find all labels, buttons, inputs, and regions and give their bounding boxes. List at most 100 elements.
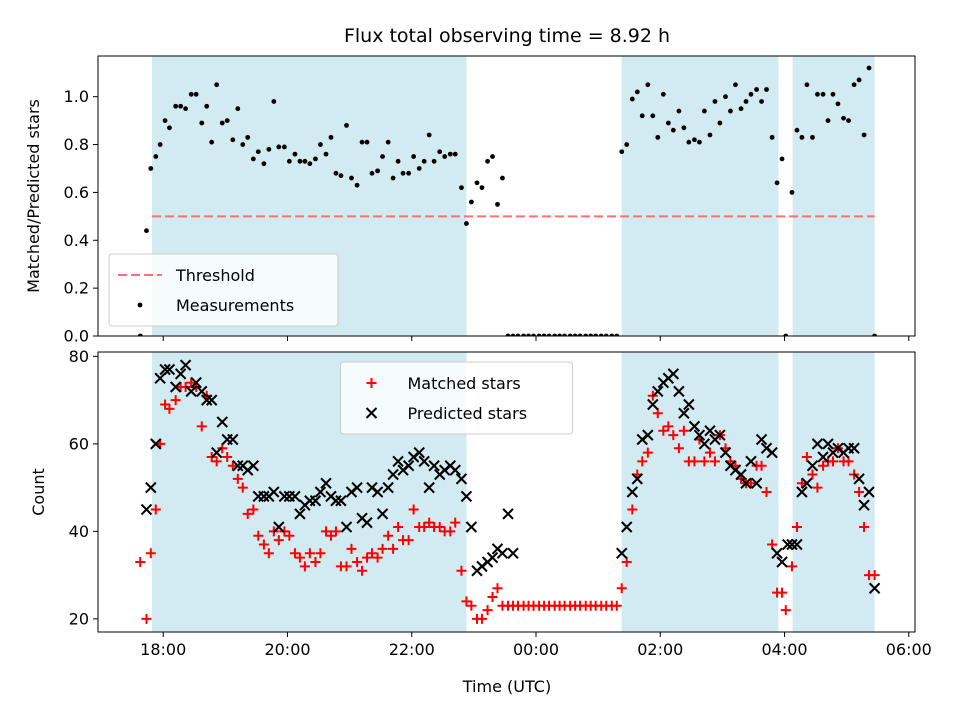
data-point — [419, 522, 430, 532]
data-point — [482, 605, 493, 616]
data-point — [174, 368, 187, 380]
data-point — [609, 333, 615, 336]
data-point — [216, 416, 228, 428]
data-point — [810, 134, 815, 140]
data-point — [302, 158, 308, 164]
data-point — [196, 385, 208, 398]
data-point — [686, 139, 692, 145]
data-point — [786, 561, 797, 572]
data-point — [248, 504, 259, 515]
data-point — [349, 175, 354, 181]
data-point — [861, 132, 867, 138]
data-point — [738, 106, 744, 112]
data-point — [169, 381, 182, 393]
x-tick-label: 20:00 — [264, 640, 310, 659]
data-point — [771, 547, 783, 559]
data-point — [426, 132, 432, 138]
data-point — [789, 190, 795, 195]
data-point — [247, 460, 260, 472]
data-point — [268, 486, 280, 498]
data-point — [144, 228, 149, 234]
data-point — [185, 385, 197, 398]
data-point — [209, 139, 215, 145]
data-point — [335, 495, 347, 507]
data-point — [781, 538, 794, 551]
data-point — [479, 185, 485, 191]
data-point — [756, 460, 767, 471]
data-point — [515, 333, 521, 336]
data-point — [320, 477, 332, 489]
data-point — [863, 486, 875, 498]
data-point — [603, 333, 609, 336]
data-point — [652, 408, 663, 419]
data-point — [704, 447, 715, 458]
data-point — [521, 333, 526, 336]
data-point — [289, 548, 300, 559]
data-point — [393, 522, 404, 532]
data-point — [328, 134, 334, 140]
data-point — [655, 134, 661, 140]
data-point — [735, 468, 747, 481]
data-point — [769, 134, 775, 140]
y-tick-label: 0.6 — [64, 183, 89, 202]
data-point — [791, 522, 802, 532]
data-point — [178, 103, 184, 109]
series-plus — [135, 377, 880, 624]
data-point — [333, 170, 339, 176]
data-point — [224, 118, 230, 124]
data-point — [712, 99, 718, 104]
legend-box — [108, 253, 339, 327]
data-point — [807, 469, 818, 480]
data-point — [767, 539, 778, 550]
data-point — [748, 91, 754, 97]
data-point — [364, 139, 370, 145]
data-point — [255, 149, 261, 155]
data-point — [856, 77, 862, 83]
data-point — [688, 420, 701, 433]
data-point — [639, 113, 645, 119]
data-point — [707, 132, 713, 138]
data-point — [376, 508, 389, 520]
data-point — [843, 456, 854, 467]
data-point — [390, 175, 396, 181]
legend-label: Measurements — [176, 296, 294, 315]
x-tick-label: 04:00 — [761, 640, 807, 659]
data-point — [310, 557, 321, 567]
data-point — [196, 421, 207, 432]
observing-interval — [621, 56, 779, 336]
y-tick-label: 1.0 — [64, 87, 89, 106]
x-tick-label: 18:00 — [140, 640, 186, 659]
data-point — [276, 144, 282, 150]
data-point — [271, 99, 277, 104]
data-point — [449, 464, 461, 476]
data-point — [783, 333, 789, 336]
data-point — [812, 482, 823, 493]
data-point — [464, 221, 469, 226]
y-axis-label: Matched/Predicted stars — [24, 99, 43, 293]
data-point — [851, 82, 857, 88]
data-point — [642, 447, 653, 458]
data-point — [804, 82, 810, 88]
y-tick-label: 80 — [69, 347, 89, 366]
data-point — [214, 82, 220, 88]
data-point — [292, 151, 298, 157]
data-point — [461, 596, 472, 607]
data-point — [709, 456, 720, 467]
data-point — [273, 535, 284, 546]
data-point — [868, 582, 881, 594]
data-point — [510, 333, 516, 336]
data-point — [658, 425, 669, 436]
data-point — [219, 120, 225, 126]
data-point — [383, 530, 394, 541]
data-point — [577, 333, 583, 336]
data-point — [199, 120, 205, 126]
data-point — [817, 451, 829, 463]
data-point — [652, 385, 664, 398]
data-point — [258, 490, 270, 503]
data-point — [170, 395, 181, 406]
data-point — [818, 460, 829, 471]
data-point — [423, 481, 435, 494]
data-point — [645, 82, 651, 88]
data-point — [552, 333, 558, 336]
y-tick-label: 0.0 — [64, 327, 89, 346]
